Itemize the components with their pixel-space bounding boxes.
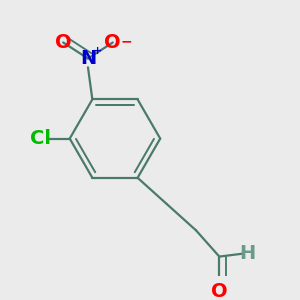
Text: H: H [239, 244, 255, 263]
Text: +: + [93, 46, 103, 56]
Text: Cl: Cl [30, 129, 51, 148]
Text: N: N [80, 49, 96, 68]
Text: O: O [104, 33, 121, 52]
Text: O: O [211, 282, 228, 300]
Text: −: − [121, 34, 133, 48]
Text: O: O [55, 33, 71, 52]
